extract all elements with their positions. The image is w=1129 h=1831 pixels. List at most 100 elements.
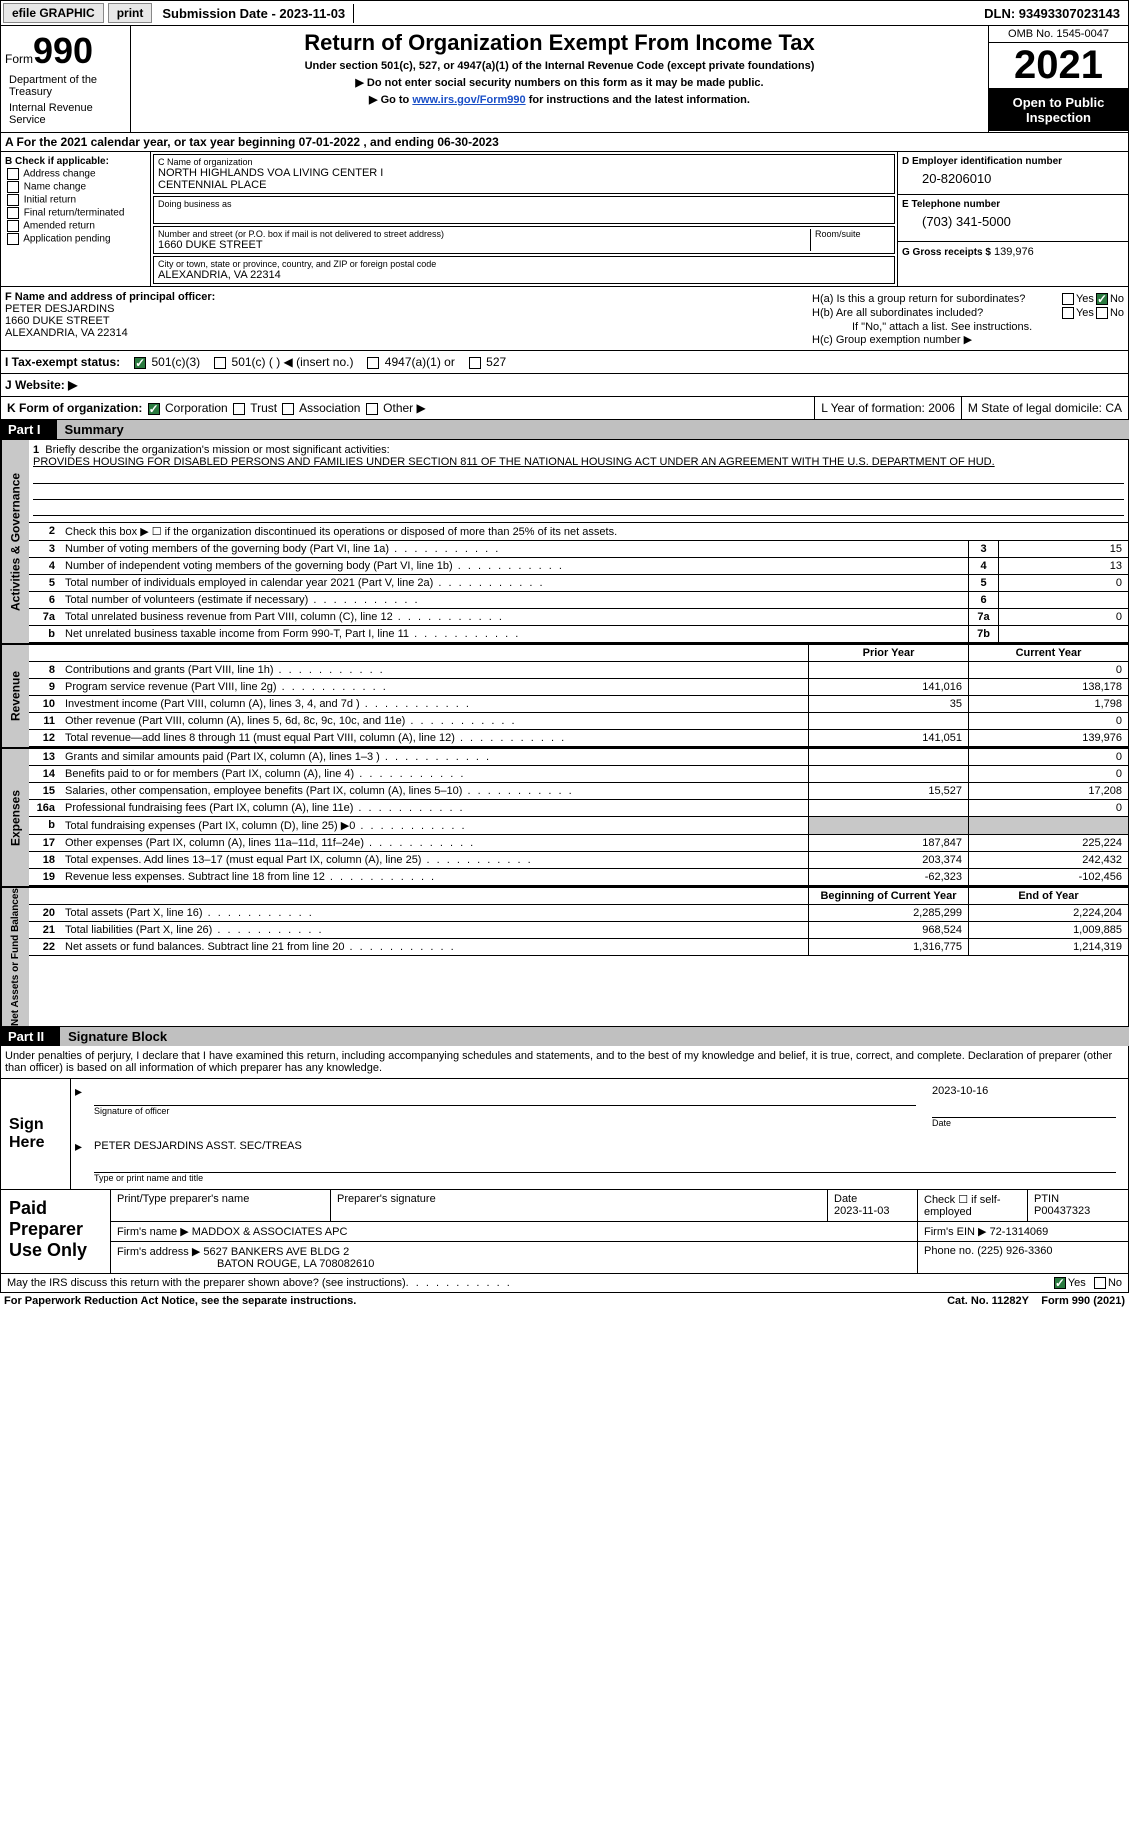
mission-text: PROVIDES HOUSING FOR DISABLED PERSONS AN… xyxy=(33,456,1124,468)
firm-ein-value: 72-1314069 xyxy=(990,1226,1049,1238)
firm-addr-1: 5627 BANKERS AVE BLDG 2 xyxy=(203,1246,349,1258)
discuss-yes[interactable] xyxy=(1054,1277,1066,1289)
firm-ein-label: Firm's EIN ▶ xyxy=(924,1226,987,1238)
omb-number: OMB No. 1545-0047 xyxy=(989,26,1128,43)
addr-box: Number and street (or P.O. box if mail i… xyxy=(153,226,895,254)
org-name-2: CENTENNIAL PLACE xyxy=(158,179,890,191)
ts-501c[interactable] xyxy=(214,357,226,369)
phone-label: Phone no. xyxy=(924,1245,974,1257)
submission-date: Submission Date - 2023-11-03 xyxy=(154,4,354,23)
ha-no[interactable] xyxy=(1096,293,1108,305)
form-word: Form xyxy=(5,52,33,66)
financial-row: 21Total liabilities (Part X, line 26)968… xyxy=(29,922,1128,939)
cb-initial-return[interactable]: Initial return xyxy=(5,194,146,206)
section-fh: F Name and address of principal officer:… xyxy=(0,287,1129,351)
cb-address-change[interactable]: Address change xyxy=(5,168,146,180)
financial-row: 17Other expenses (Part IX, column (A), l… xyxy=(29,835,1128,852)
print-btn[interactable]: print xyxy=(108,3,153,23)
part1-number: Part I xyxy=(0,420,57,439)
l2-text: Check this box ▶ ☐ if the organization d… xyxy=(61,523,1128,540)
open-to-public: Open to Public Inspection xyxy=(989,89,1128,131)
tax-status-label: I Tax-exempt status: xyxy=(5,355,120,369)
part1-revenue: Revenue Prior Year Current Year 8Contrib… xyxy=(0,644,1129,748)
financial-row: 14Benefits paid to or for members (Part … xyxy=(29,766,1128,783)
ein-value: 20-8206010 xyxy=(902,167,1124,190)
firm-name-label: Firm's name ▶ xyxy=(117,1226,189,1238)
form-header: Form990 Department of the Treasury Inter… xyxy=(0,26,1129,133)
dba-label: Doing business as xyxy=(158,199,890,209)
hb-question: H(b) Are all subordinates included? xyxy=(812,307,1060,319)
section-bcd: B Check if applicable: Address change Na… xyxy=(0,152,1129,287)
summary-row: 4Number of independent voting members of… xyxy=(29,558,1128,575)
summary-row: 7aTotal unrelated business revenue from … xyxy=(29,609,1128,626)
hc-label: H(c) Group exemption number ▶ xyxy=(812,333,1124,346)
city-label: City or town, state or province, country… xyxy=(158,259,890,269)
cb-name-change[interactable]: Name change xyxy=(5,181,146,193)
korg-label: K Form of organization: xyxy=(7,401,142,415)
firm-addr-2: BATON ROUGE, LA 708082610 xyxy=(117,1258,374,1270)
discuss-question: May the IRS discuss this return with the… xyxy=(7,1277,406,1289)
discuss-no[interactable] xyxy=(1094,1277,1106,1289)
gross-value: 139,976 xyxy=(994,246,1034,258)
financial-row: 19Revenue less expenses. Subtract line 1… xyxy=(29,869,1128,886)
dept: Department of the Treasury xyxy=(5,72,126,100)
financial-row: 11Other revenue (Part VIII, column (A), … xyxy=(29,713,1128,730)
irs-link[interactable]: www.irs.gov/Form990 xyxy=(412,94,525,106)
korg-trust[interactable] xyxy=(233,403,245,415)
prep-sig-label: Preparer's signature xyxy=(331,1190,828,1221)
sig-name-label: Type or print name and title xyxy=(94,1172,1116,1183)
end-year-header: End of Year xyxy=(968,888,1128,904)
cb-amended-return[interactable]: Amended return xyxy=(5,220,146,232)
part2-header: Part II Signature Block xyxy=(0,1027,1129,1046)
part1-header: Part I Summary xyxy=(0,420,1129,439)
cb-application-pending[interactable]: Application pending xyxy=(5,233,146,245)
firm-addr-label: Firm's address ▶ xyxy=(117,1246,200,1258)
footer-mid: Cat. No. 11282Y xyxy=(947,1295,1029,1307)
addr-value: 1660 DUKE STREET xyxy=(158,239,810,251)
prep-name-label: Print/Type preparer's name xyxy=(111,1190,331,1221)
tax-status-row: I Tax-exempt status: 501(c)(3) 501(c) ( … xyxy=(0,351,1129,374)
ha-question: H(a) Is this a group return for subordin… xyxy=(812,293,1060,305)
subtitle-1: Under section 501(c), 527, or 4947(a)(1)… xyxy=(139,60,980,72)
firm-name-value: MADDOX & ASSOCIATES APC xyxy=(192,1226,348,1238)
hb-yes[interactable] xyxy=(1062,307,1074,319)
financial-row: 10Investment income (Part VIII, column (… xyxy=(29,696,1128,713)
paid-preparer-label: Paid Preparer Use Only xyxy=(1,1190,111,1273)
sub3-text: ▶ Go to xyxy=(369,94,412,106)
form-label: Form990 xyxy=(5,30,126,72)
city-box: City or town, state or province, country… xyxy=(153,256,895,284)
financial-row: 18Total expenses. Add lines 13–17 (must … xyxy=(29,852,1128,869)
state-domicile: M State of legal domicile: CA xyxy=(962,397,1128,419)
prep-date-value: 2023-11-03 xyxy=(834,1205,889,1217)
room-label: Room/suite xyxy=(815,229,890,239)
part1-netassets: Net Assets or Fund Balances Beginning of… xyxy=(0,887,1129,1027)
summary-row: 3Number of voting members of the governi… xyxy=(29,541,1128,558)
sub3b-text: for instructions and the latest informat… xyxy=(526,94,750,106)
hb-no[interactable] xyxy=(1096,307,1108,319)
summary-row: 5Total number of individuals employed in… xyxy=(29,575,1128,592)
ts-527[interactable] xyxy=(469,357,481,369)
korg-row: K Form of organization: Corporation Trus… xyxy=(0,397,1129,420)
ts-4947[interactable] xyxy=(367,357,379,369)
preparer-section: Paid Preparer Use Only Print/Type prepar… xyxy=(0,1190,1129,1274)
cb-final-return[interactable]: Final return/terminated xyxy=(5,207,146,219)
check-self-employed[interactable]: Check ☐ if self-employed xyxy=(918,1190,1028,1221)
sig-declaration: Under penalties of perjury, I declare th… xyxy=(1,1046,1128,1078)
tel-value: (703) 341-5000 xyxy=(902,210,1124,233)
side-activities: Activities & Governance xyxy=(1,440,29,643)
phone-value: (225) 926-3360 xyxy=(977,1245,1052,1257)
org-name-box: C Name of organization NORTH HIGHLANDS V… xyxy=(153,154,895,194)
form-number: 990 xyxy=(33,30,93,71)
korg-corp[interactable] xyxy=(148,403,160,415)
part1-expenses: Expenses 13Grants and similar amounts pa… xyxy=(0,748,1129,887)
ha-yes[interactable] xyxy=(1062,293,1074,305)
website-row: J Website: ▶ xyxy=(0,374,1129,397)
org-name-label: C Name of organization xyxy=(158,157,890,167)
part1-title: Summary xyxy=(57,420,1129,439)
korg-assoc[interactable] xyxy=(282,403,294,415)
sig-date-label: Date xyxy=(932,1117,1116,1128)
efile-btn[interactable]: efile GRAPHIC xyxy=(3,3,104,23)
korg-other[interactable] xyxy=(366,403,378,415)
ts-501c3[interactable] xyxy=(134,357,146,369)
sig-date-value: 2023-10-16 xyxy=(932,1085,1116,1097)
